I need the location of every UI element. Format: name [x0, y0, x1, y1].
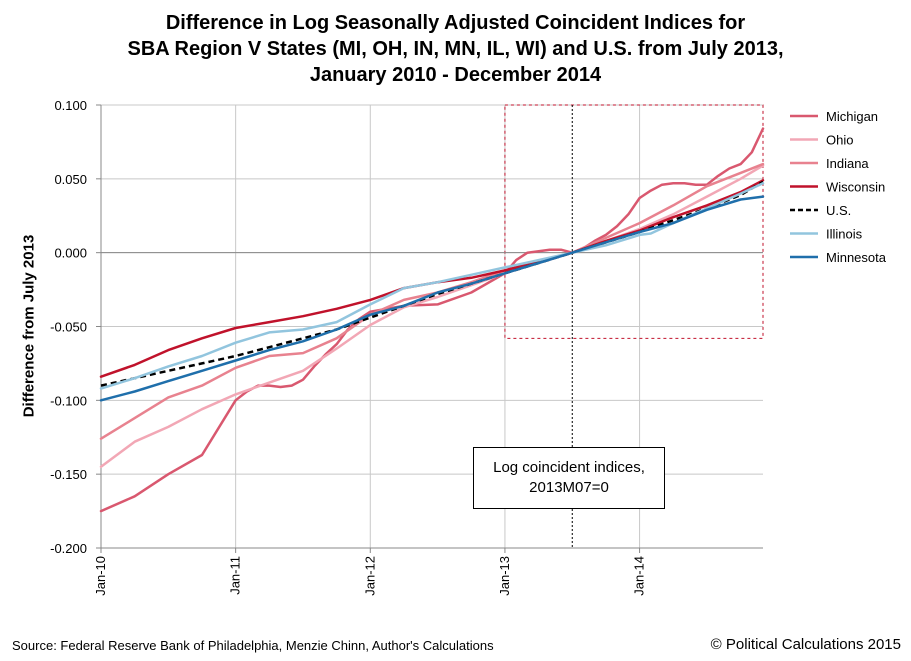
y-tick-label: -0.100 — [50, 393, 87, 408]
title-line-3: January 2010 - December 2014 — [309, 64, 602, 86]
chart-title: Difference in Log Seasonally Adjusted Co… — [0, 10, 911, 88]
y-tick-label: -0.150 — [50, 467, 87, 482]
legend-label-illinois: Illinois — [826, 227, 863, 242]
legend: Michigan Ohio Indiana Wisconsin U.S. Illinois… — [790, 109, 887, 265]
y-tick-labels: 0.100 0.050 0.000 -0.050 -0.100 -0.150 -0.200 — [50, 98, 87, 556]
title-line-2: SBA Region V States (MI, OH, IN, MN, IL,… — [127, 38, 784, 60]
series-line-michigan — [99, 127, 765, 513]
x-tick-label: Jan-14 — [632, 556, 647, 596]
series-line-ohio — [99, 164, 765, 469]
series-line-minnesota — [99, 195, 765, 402]
legend-label-indiana: Indiana — [826, 156, 869, 171]
y-tick-label: 0.000 — [54, 246, 87, 261]
axes — [96, 104, 763, 553]
y-tick-label: 0.100 — [54, 98, 87, 113]
legend-label-minnesota: Minnesota — [826, 250, 887, 265]
title-line-1: Difference in Log Seasonally Adjusted Co… — [165, 12, 746, 34]
series-line-illinois — [99, 182, 765, 390]
x-tick-label: Jan-12 — [362, 556, 377, 596]
copyright-note: © Political Calculations 2015 — [710, 636, 901, 653]
series-line-indiana — [99, 162, 765, 440]
source-note: Source: Federal Reserve Bank of Philadel… — [12, 638, 494, 653]
legend-label-u-s: U.S. — [826, 203, 851, 218]
annotation-line-2: 2013M07=0 — [529, 479, 609, 496]
y-tick-label: 0.050 — [54, 172, 87, 187]
series-line-u-s — [100, 180, 764, 387]
legend-label-ohio: Ohio — [826, 133, 853, 148]
x-tick-label: Jan-11 — [228, 556, 243, 595]
legend-label-wisconsin: Wisconsin — [826, 180, 885, 195]
y-tick-label: -0.050 — [50, 320, 87, 335]
highlight-box — [504, 104, 764, 339]
x-tick-labels: Jan-10 Jan-11 Jan-12 Jan-13 Jan-14 — [93, 556, 647, 596]
legend-label-michigan: Michigan — [826, 109, 878, 124]
y-tick-label: -0.200 — [50, 541, 87, 556]
annotation-box: Log coincident indices, 2013M07=0 — [473, 447, 665, 509]
x-tick-label: Jan-13 — [497, 556, 512, 596]
annotation-line-1: Log coincident indices, — [493, 459, 645, 476]
x-tick-label: Jan-10 — [93, 556, 108, 596]
series-layer — [99, 127, 765, 513]
